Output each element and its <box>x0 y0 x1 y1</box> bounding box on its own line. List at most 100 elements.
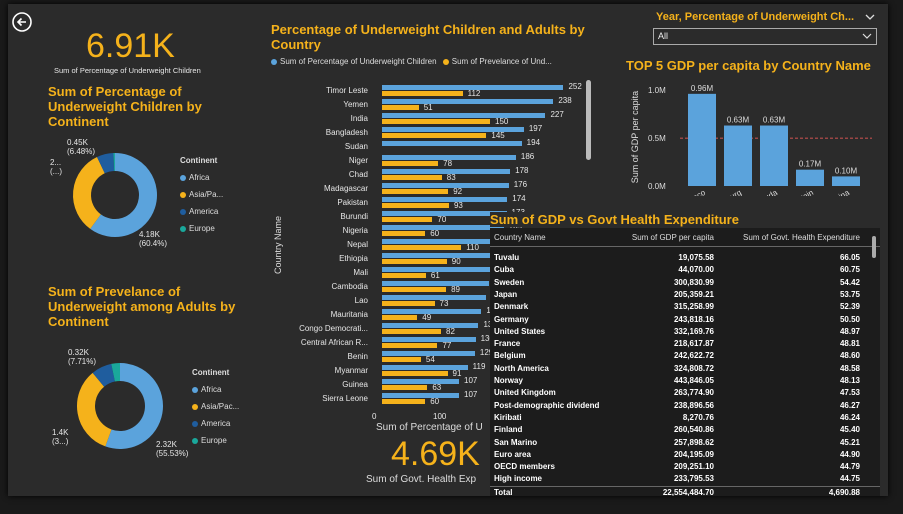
bar-children[interactable] <box>382 295 486 300</box>
donut-slice-africa[interactable] <box>105 363 163 449</box>
table-row[interactable]: Finland 260,540.86 45.40 <box>490 424 880 436</box>
bar-children-value: 129 <box>479 348 494 357</box>
bar-children[interactable] <box>382 197 508 202</box>
table-header-gdp[interactable]: Sum of GDP per capita <box>631 233 714 242</box>
donut2-legend-europe[interactable]: Europe <box>192 432 239 449</box>
table-header-country[interactable]: Country Name <box>494 233 546 242</box>
table-row[interactable]: Germany 243,818.16 50.50 <box>490 314 880 326</box>
gdp-bar[interactable] <box>760 125 788 186</box>
table-cell-gdp: 243,818.16 <box>673 314 714 324</box>
donut1-legend-europe[interactable]: Europe <box>180 220 223 237</box>
table-row[interactable]: Sweden 300,830.99 54.42 <box>490 277 880 289</box>
donut2-legend-africa[interactable]: Africa <box>192 381 239 398</box>
chevron-down-icon[interactable] <box>864 12 876 22</box>
bar-children[interactable] <box>382 379 460 384</box>
bar-children[interactable] <box>382 281 489 286</box>
donut-slice-america[interactable] <box>97 153 115 174</box>
bar-children[interactable] <box>382 323 479 328</box>
bar-adults[interactable] <box>382 119 490 124</box>
table-row[interactable]: OECD members 209,251.10 44.79 <box>490 461 880 473</box>
bar-adults[interactable] <box>382 231 426 236</box>
table-row[interactable]: France 218,617.87 48.81 <box>490 338 880 350</box>
bar-children[interactable] <box>382 351 475 356</box>
donut1-legend-asia[interactable]: Asia/Pa... <box>180 186 223 203</box>
donut-slice-asia[interactable] <box>77 372 113 447</box>
bar-adults[interactable] <box>382 273 426 278</box>
bar-children[interactable] <box>382 99 554 104</box>
table-header-health[interactable]: Sum of Govt. Health Expenditure <box>743 233 860 242</box>
bar-adults[interactable] <box>382 287 447 292</box>
bar-children[interactable] <box>382 393 460 398</box>
bar-children[interactable] <box>382 183 509 188</box>
bar-children[interactable] <box>382 225 504 230</box>
table-row[interactable]: San Marino 257,898.62 45.21 <box>490 437 880 449</box>
donut2-label-asia: 1.4K (3...) <box>52 428 69 446</box>
bar-adults[interactable] <box>382 105 419 110</box>
bar-children[interactable] <box>382 141 522 146</box>
bar-adults[interactable] <box>382 315 418 320</box>
gdp-chart-y-axis-title: Sum of GDP per capita <box>630 90 640 184</box>
bar-children[interactable] <box>382 155 516 160</box>
bar-children[interactable] <box>382 113 546 118</box>
bar-adults[interactable] <box>382 189 449 194</box>
bar-children[interactable] <box>382 85 564 90</box>
bar-children[interactable] <box>382 365 468 370</box>
donut-slice-africa[interactable] <box>90 153 157 237</box>
table-row[interactable]: Belgium 242,622.72 48.60 <box>490 350 880 362</box>
donut-slice-europe[interactable] <box>111 363 121 382</box>
bar-children[interactable] <box>382 267 495 272</box>
table-row[interactable]: United States 332,169.76 48.97 <box>490 326 880 338</box>
table-scrollbar[interactable] <box>872 236 876 258</box>
gdp-bar[interactable] <box>724 125 752 186</box>
bar-adults[interactable] <box>382 329 442 334</box>
donut2-chart[interactable] <box>76 362 164 450</box>
gdp-chart-plot[interactable]: 0.0M 0.5M 1.0M 0.96M onaco 0.63M mbourg 0.63M rm… <box>644 84 874 196</box>
table-row[interactable]: Cuba 44,070.00 60.75 <box>490 264 880 276</box>
bar-children[interactable] <box>382 239 501 244</box>
back-button[interactable] <box>12 12 32 32</box>
donut1-chart[interactable] <box>72 152 158 238</box>
bar-adults[interactable] <box>382 399 426 404</box>
donut1-legend-africa[interactable]: Africa <box>180 169 223 186</box>
gdp-bar[interactable] <box>832 176 860 186</box>
table-row[interactable]: Euro area 204,195.09 44.90 <box>490 449 880 461</box>
bar-children[interactable] <box>382 337 476 342</box>
table-row[interactable]: Norway 443,846.05 48.13 <box>490 375 880 387</box>
table-row[interactable]: Japan 205,359.21 53.75 <box>490 289 880 301</box>
bar-adults[interactable] <box>382 343 438 348</box>
bar-adults[interactable] <box>382 245 462 250</box>
table-row[interactable]: High income 233,795.53 44.75 <box>490 473 880 485</box>
table-row[interactable]: Denmark 315,258.99 52.39 <box>490 301 880 313</box>
bar-adults[interactable] <box>382 371 448 376</box>
bar-adults[interactable] <box>382 385 428 390</box>
filter-dropdown[interactable]: All <box>653 28 877 45</box>
bar-adults[interactable] <box>382 203 449 208</box>
gdp-bar[interactable] <box>796 169 824 186</box>
donut2-legend-asia[interactable]: Asia/Pac... <box>192 398 239 415</box>
bar-children[interactable] <box>382 309 482 314</box>
bar-chart-scrollbar[interactable] <box>586 80 591 160</box>
bar-adults[interactable] <box>382 161 439 166</box>
table-row[interactable]: Post-demographic dividend 238,896.56 46.27 <box>490 400 880 412</box>
bar-children[interactable] <box>382 169 511 174</box>
donut1-legend-america[interactable]: America <box>180 203 223 220</box>
donut2-legend-america[interactable]: America <box>192 415 239 432</box>
bar-adults[interactable] <box>382 91 463 96</box>
bar-adults[interactable] <box>382 175 442 180</box>
bar-adults[interactable] <box>382 301 435 306</box>
bar-adults[interactable] <box>382 133 487 138</box>
table-row[interactable]: Kiribati 8,270.76 46.24 <box>490 412 880 424</box>
bar-adults[interactable] <box>382 357 421 362</box>
bar-children[interactable] <box>382 253 498 258</box>
bar-adults[interactable] <box>382 259 447 264</box>
table-row[interactable]: Tuvalu 19,075.58 66.05 <box>490 252 880 264</box>
gdp-bar[interactable] <box>688 93 716 186</box>
bar-children[interactable] <box>382 211 507 216</box>
donut-slice-america[interactable] <box>92 363 116 388</box>
table-row[interactable]: United Kingdom 263,774.90 47.53 <box>490 387 880 399</box>
bar-children[interactable] <box>382 127 524 132</box>
bar-adults[interactable] <box>382 217 433 222</box>
table-row[interactable]: North America 324,808.72 48.58 <box>490 363 880 375</box>
donut-slice-asia[interactable] <box>73 157 106 229</box>
bar-chart-plot[interactable]: Timor Leste 252 112 Yemen 238 51 India 227 150 Ba… <box>278 82 598 412</box>
